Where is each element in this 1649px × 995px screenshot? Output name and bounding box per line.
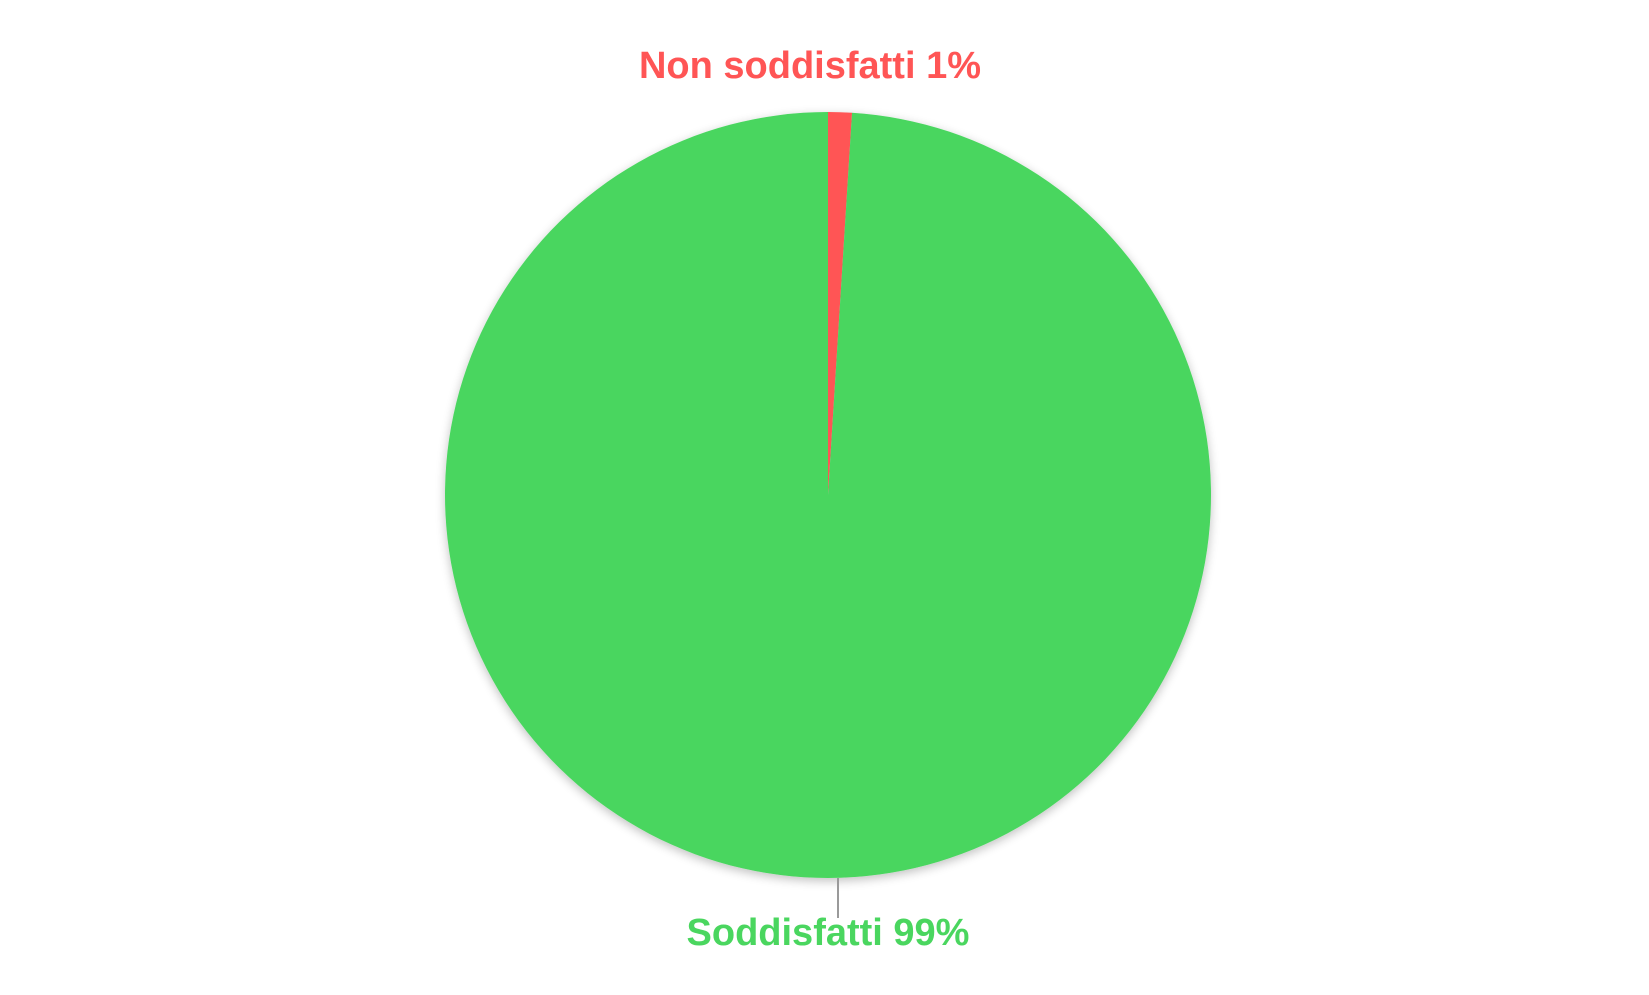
data-label-soddisfatti: Soddisfatti 99%	[687, 912, 970, 954]
data-label-non-soddisfatti: Non soddisfatti 1%	[639, 45, 981, 87]
pie-slice-soddisfatti	[444, 112, 1211, 878]
pie-data-labels: Non soddisfatti 1% Soddisfatti 99%	[639, 45, 981, 954]
pie-slices	[444, 112, 1211, 878]
pie-slice-non-soddisfatti	[828, 112, 853, 495]
